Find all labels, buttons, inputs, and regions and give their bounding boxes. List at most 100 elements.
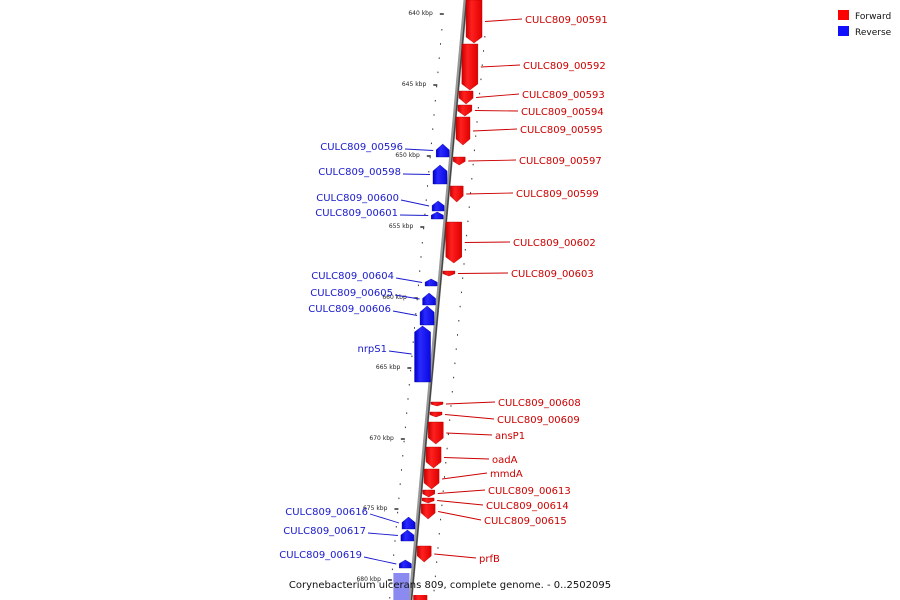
minor-tick	[411, 355, 413, 358]
forward-gene[interactable]: CULC809_00595	[455, 116, 603, 146]
forward-gene-label[interactable]: CULC809_00603	[511, 269, 594, 280]
forward-gene-label[interactable]: CULC809_00609	[497, 415, 580, 426]
forward-gene-label[interactable]: CULC809_00597	[519, 156, 602, 167]
minor-tick	[459, 305, 461, 308]
reverse-gene-arrow[interactable]	[414, 325, 431, 383]
forward-gene[interactable]: oadA	[425, 446, 518, 469]
forward-gene-label[interactable]: CULC809_00599	[516, 189, 599, 200]
forward-gene-arrow[interactable]	[455, 116, 471, 146]
reverse-gene[interactable]: CULC809_00600	[316, 193, 445, 212]
forward-gene-label[interactable]: CULC809_00595	[520, 125, 603, 136]
reverse-gene-label[interactable]: CULC809_00616	[285, 507, 368, 518]
minor-tick	[417, 284, 419, 287]
reverse-gene[interactable]: CULC809_00598	[318, 164, 448, 185]
forward-gene[interactable]: mmdA	[423, 468, 523, 490]
reverse-gene-connector	[367, 532, 398, 536]
forward-gene-label[interactable]: CULC809_00594	[521, 107, 604, 118]
reverse-gene-arrow[interactable]	[400, 529, 415, 542]
reverse-gene-arrow[interactable]	[419, 305, 435, 326]
reverse-gene[interactable]: CULC809_00617	[283, 526, 415, 542]
forward-gene-arrow[interactable]	[450, 185, 464, 203]
forward-gene-arrow[interactable]	[461, 43, 479, 91]
reverse-gene[interactable]: CULC809_00604	[311, 271, 438, 287]
forward-gene[interactable]: CULC809_00608	[430, 398, 581, 409]
minor-tick	[433, 589, 435, 592]
reverse-gene-arrow[interactable]	[422, 292, 436, 306]
forward-gene-label[interactable]: mmdA	[490, 469, 523, 480]
reverse-gene[interactable]: CULC809_00619	[279, 550, 412, 569]
forward-gene[interactable]: CULC809_00602	[445, 221, 596, 264]
reverse-gene[interactable]: CULC809_00605	[310, 288, 436, 306]
reverse-gene-label[interactable]: CULC809_00598	[318, 167, 401, 178]
forward-gene-label[interactable]: CULC809_00613	[488, 486, 571, 497]
forward-gene-label[interactable]: CULC809_00614	[486, 501, 569, 512]
forward-gene[interactable]: CULC809_00594	[457, 104, 604, 118]
forward-gene-arrow[interactable]	[417, 545, 432, 563]
forward-gene-arrow[interactable]	[465, 0, 483, 44]
reverse-gene-label[interactable]: CULC809_00601	[315, 208, 398, 219]
reverse-gene-arrow[interactable]	[431, 200, 445, 212]
forward-gene[interactable]: CULC809_00603	[442, 269, 594, 280]
forward-gene[interactable]: CULC809_00593	[458, 90, 605, 105]
forward-gene-arrow[interactable]	[453, 156, 466, 166]
reverse-gene-partial[interactable]	[393, 573, 410, 600]
forward-gene-partial[interactable]	[413, 595, 428, 600]
reverse-gene-arrow[interactable]	[431, 211, 444, 220]
forward-gene-arrow[interactable]	[458, 90, 474, 105]
reverse-gene-arrow[interactable]	[399, 559, 412, 569]
forward-gene-arrow[interactable]	[442, 270, 456, 277]
forward-gene-arrow[interactable]	[421, 497, 435, 504]
forward-gene[interactable]: ansP1	[428, 421, 525, 445]
reverse-gene[interactable]: CULC809_00596	[320, 142, 450, 158]
forward-gene-label[interactable]: CULC809_00615	[484, 516, 567, 527]
forward-gene-arrow[interactable]	[445, 221, 462, 264]
reverse-gene[interactable]: CULC809_00606	[308, 304, 435, 326]
forward-gene-arrow[interactable]	[420, 503, 436, 520]
reverse-gene-arrow[interactable]	[393, 573, 410, 600]
tick-label: 675 kbp	[363, 505, 388, 512]
forward-gene[interactable]: CULC809_00609	[429, 411, 580, 426]
reverse-gene-label[interactable]: CULC809_00596	[320, 142, 403, 153]
forward-gene-label[interactable]: CULC809_00591	[525, 15, 608, 26]
forward-gene-label[interactable]: prfB	[479, 554, 500, 565]
forward-gene-label[interactable]: CULC809_00592	[523, 61, 606, 72]
reverse-gene-label[interactable]: CULC809_00600	[316, 193, 399, 204]
reverse-gene[interactable]: CULC809_00616	[285, 507, 416, 530]
forward-gene[interactable]: CULC809_00615	[420, 503, 567, 527]
reverse-gene-label[interactable]: CULC809_00617	[283, 526, 366, 537]
forward-gene[interactable]: CULC809_00614	[421, 497, 569, 512]
forward-gene[interactable]: prfB	[417, 545, 500, 565]
forward-gene[interactable]: CULC809_00591	[465, 0, 608, 44]
forward-gene-arrow[interactable]	[429, 411, 443, 418]
reverse-gene-label[interactable]: CULC809_00619	[279, 550, 362, 561]
reverse-gene-label[interactable]: CULC809_00605	[310, 288, 393, 299]
forward-gene-arrow[interactable]	[423, 468, 440, 490]
reverse-gene-arrow[interactable]	[424, 278, 438, 287]
forward-gene-label[interactable]: CULC809_00593	[522, 90, 605, 101]
forward-gene-arrow[interactable]	[422, 489, 435, 498]
forward-gene[interactable]: CULC809_00597	[453, 156, 602, 167]
forward-gene-arrow[interactable]	[430, 401, 444, 407]
reverse-gene-arrow[interactable]	[436, 143, 450, 158]
forward-gene-arrow[interactable]	[428, 421, 444, 445]
reverse-gene[interactable]: nrpS1	[357, 325, 431, 383]
reverse-gene[interactable]: CULC809_00601	[315, 208, 444, 220]
forward-gene-arrow[interactable]	[457, 104, 473, 117]
forward-gene-label[interactable]: CULC809_00608	[498, 398, 581, 409]
forward-gene-arrow[interactable]	[413, 595, 428, 600]
forward-gene-label[interactable]: ansP1	[495, 431, 525, 442]
forward-gene[interactable]: CULC809_00599	[450, 185, 599, 203]
reverse-gene-arrow[interactable]	[401, 516, 416, 530]
reverse-gene-label[interactable]: CULC809_00604	[311, 271, 394, 282]
reverse-gene-label[interactable]: CULC809_00606	[308, 304, 391, 315]
forward-gene[interactable]: CULC809_00613	[422, 486, 571, 498]
forward-gene-arrow[interactable]	[425, 446, 442, 469]
minor-tick	[400, 469, 402, 471]
reverse-gene-label[interactable]: nrpS1	[357, 344, 387, 355]
forward-gene-label[interactable]: oadA	[492, 455, 518, 466]
forward-gene-label[interactable]: CULC809_00602	[513, 238, 596, 249]
forward-gene[interactable]: CULC809_00592	[461, 43, 606, 91]
minor-tick	[438, 57, 440, 59]
reverse-gene-arrow[interactable]	[432, 164, 448, 185]
